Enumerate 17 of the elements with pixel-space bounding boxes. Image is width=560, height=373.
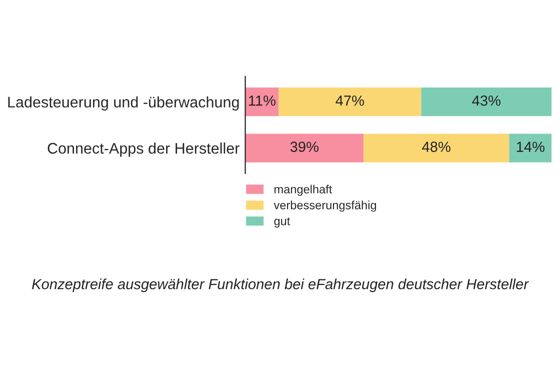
bar bbox=[245, 134, 364, 162]
legend-label: gut bbox=[274, 217, 290, 228]
bar bbox=[364, 134, 510, 162]
y-tick-label: Connect-Apps der Hersteller bbox=[48, 142, 240, 157]
data-label: 48% bbox=[422, 142, 450, 152]
data-label: 14% bbox=[516, 142, 544, 152]
text: Konzeptreife ausgewählter Funktionen bei eFahrzeugen deutscher Hersteller bbox=[32, 278, 529, 292]
bar bbox=[509, 134, 552, 162]
bar bbox=[278, 88, 422, 116]
data-label: 47% bbox=[336, 96, 364, 106]
legend-label: mangelhaft bbox=[274, 184, 332, 196]
data-label: 39% bbox=[290, 142, 318, 152]
bar bbox=[421, 88, 552, 116]
data-label: 11% bbox=[249, 96, 276, 106]
y-tick-label: Ladesteuerung und -überwachung bbox=[8, 96, 239, 111]
data-label: 43% bbox=[472, 95, 500, 106]
legend-label: verbesserungsfähig bbox=[274, 200, 376, 212]
